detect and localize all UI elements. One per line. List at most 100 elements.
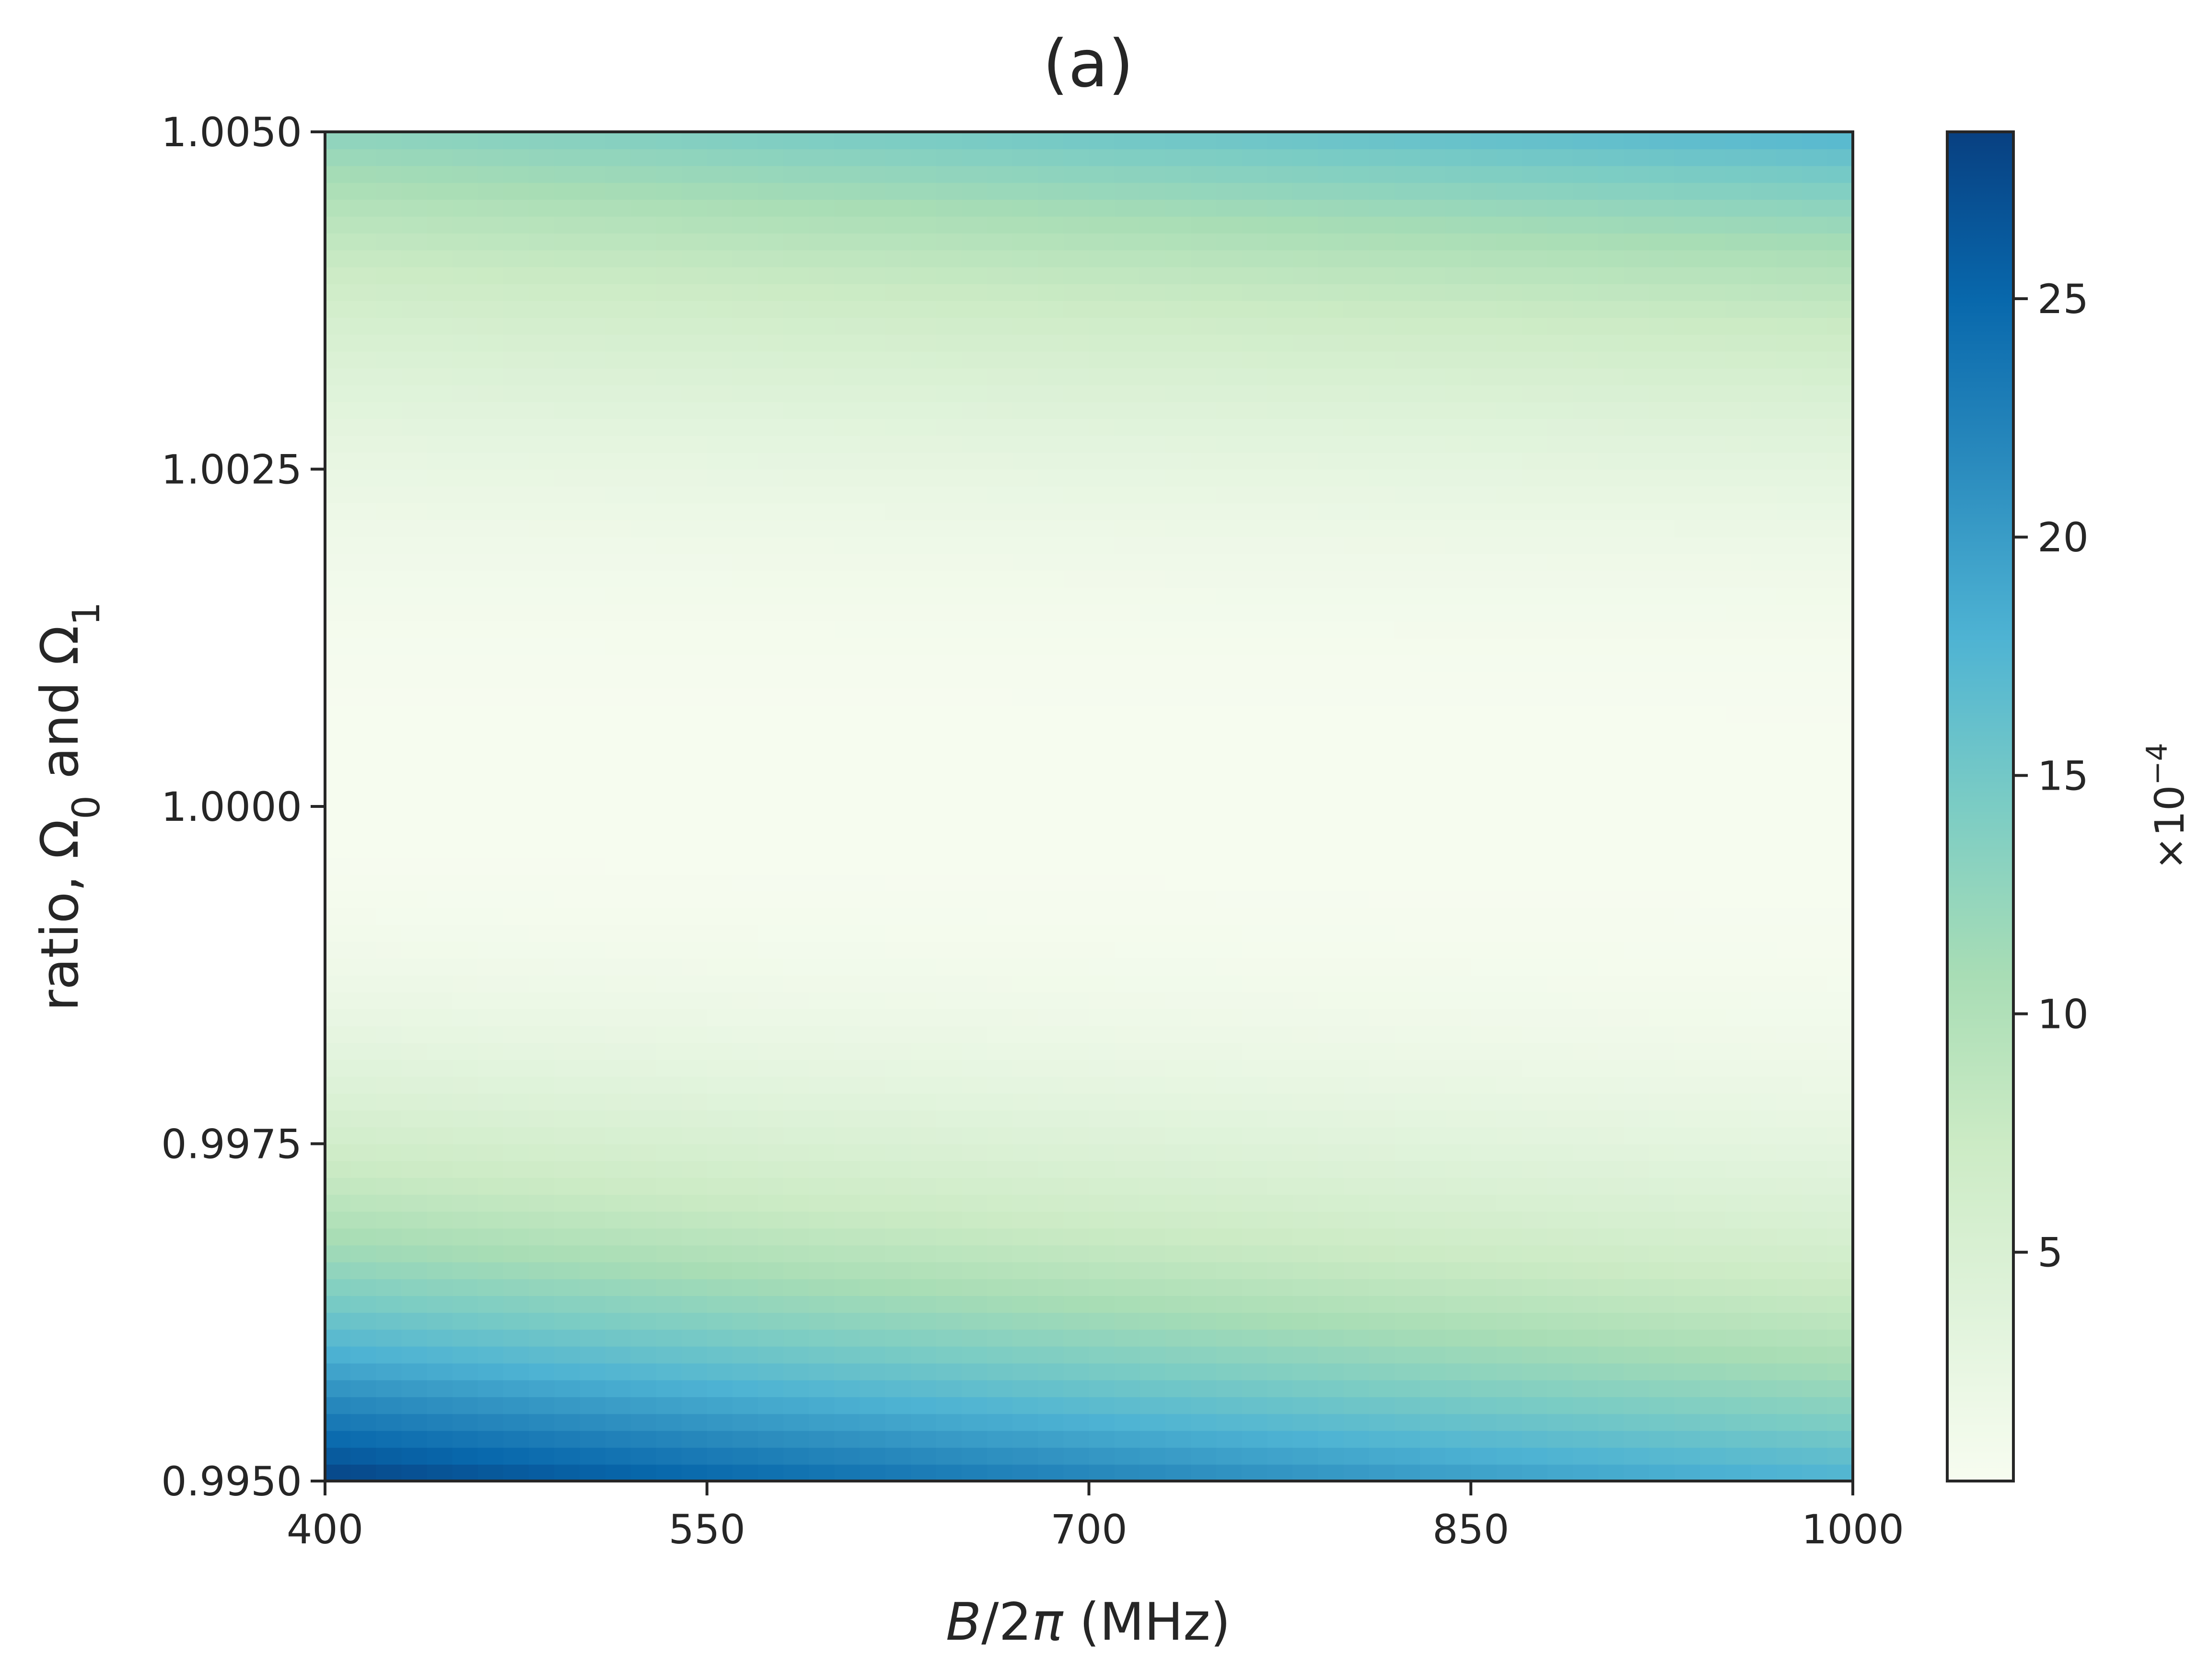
heatmap-cell (936, 924, 962, 942)
heatmap-cell (1318, 1127, 1344, 1144)
heatmap-cell (1496, 469, 1523, 487)
heatmap-cell (1751, 1464, 1777, 1482)
heatmap-cell (1012, 587, 1039, 605)
heatmap-cell (860, 857, 886, 875)
heatmap-cell (350, 1464, 377, 1482)
heatmap-cell (1725, 502, 1752, 521)
heatmap-cell (757, 1397, 784, 1414)
heatmap-cell (350, 283, 377, 301)
heatmap-cell (1165, 1009, 1191, 1027)
heatmap-cell (1827, 570, 1853, 588)
heatmap-cell (1522, 368, 1548, 385)
heatmap-cell (1420, 300, 1446, 318)
heatmap-cell (860, 1177, 886, 1195)
heatmap-cell (1700, 418, 1726, 436)
heatmap-cell (1751, 334, 1777, 352)
heatmap-cell (503, 199, 529, 217)
heatmap-cell (885, 789, 911, 807)
heatmap-cell (1572, 486, 1599, 503)
heatmap-cell (350, 1194, 377, 1212)
heatmap-cell (834, 300, 860, 318)
heatmap-cell (1190, 1346, 1217, 1364)
heatmap-cell (325, 890, 351, 909)
heatmap-cell (1725, 1177, 1752, 1195)
heatmap-cell (1827, 486, 1853, 503)
heatmap-cell (1242, 199, 1268, 217)
heatmap-cell (1445, 908, 1472, 925)
heatmap-cell (757, 722, 784, 740)
heatmap-cell (1827, 1177, 1853, 1195)
heatmap-cell (376, 283, 402, 301)
heatmap-cell (1827, 520, 1853, 537)
heatmap-cell (1394, 1346, 1421, 1364)
heatmap-cell (1496, 553, 1523, 571)
heatmap-cell (1190, 739, 1217, 757)
heatmap-cell (1674, 1278, 1701, 1296)
heatmap-cell (1572, 992, 1599, 1010)
heatmap-cell (1369, 1093, 1395, 1111)
heatmap-cell (834, 452, 860, 470)
heatmap-cell (1242, 165, 1268, 183)
heatmap-cell (1649, 1278, 1675, 1296)
heatmap-cell (452, 874, 478, 891)
heatmap-cell (1827, 537, 1853, 554)
heatmap-cell (987, 1464, 1013, 1482)
heatmap-cell (910, 267, 937, 284)
heatmap-cell (452, 385, 478, 402)
heatmap-cell (1522, 705, 1548, 723)
heatmap-cell (1063, 351, 1090, 369)
heatmap-cell (605, 385, 631, 402)
heatmap-cell (681, 401, 708, 419)
heatmap-cell (401, 334, 428, 352)
heatmap-cell (1802, 486, 1828, 503)
heatmap-cell (732, 908, 758, 925)
heatmap-cell (605, 1211, 631, 1229)
heatmap-cell (401, 132, 428, 150)
heatmap-cell (1190, 502, 1217, 521)
heatmap-cell (1242, 924, 1268, 942)
heatmap-cell (630, 840, 657, 858)
heatmap-cell (503, 739, 529, 757)
heatmap-cell (477, 165, 504, 183)
heatmap-cell (1012, 1211, 1039, 1229)
heatmap-cell (757, 351, 784, 369)
heatmap-cell (656, 1009, 682, 1027)
heatmap-cell (1420, 1278, 1446, 1296)
heatmap-cell (1114, 924, 1140, 942)
heatmap-cell (1394, 1430, 1421, 1448)
heatmap-cell (1445, 1076, 1472, 1094)
heatmap-cell (1139, 671, 1166, 689)
heatmap-cell (401, 941, 428, 959)
heatmap-cell (1114, 823, 1140, 841)
heatmap-cell (528, 452, 555, 470)
heatmap-cell (1318, 1278, 1344, 1296)
heatmap-cell (936, 165, 962, 183)
heatmap-cell (910, 1295, 937, 1313)
heatmap-cell (1522, 587, 1548, 605)
heatmap-cell (452, 351, 478, 369)
heatmap-cell (1343, 890, 1370, 909)
heatmap-cell (427, 688, 453, 706)
heatmap-cell (910, 671, 937, 689)
heatmap-cell (1802, 283, 1828, 301)
heatmap-cell (656, 368, 682, 385)
heatmap-cell (1063, 1026, 1090, 1043)
heatmap-cell (1751, 1093, 1777, 1111)
heatmap-cell (910, 1278, 937, 1296)
heatmap-cell (834, 486, 860, 503)
heatmap-cell (910, 368, 937, 385)
heatmap-cell (860, 1430, 886, 1448)
heatmap-cell (1267, 216, 1293, 234)
heatmap-cell (809, 857, 835, 875)
heatmap-cell (1038, 199, 1064, 217)
heatmap-cell (1725, 890, 1752, 909)
heatmap-cell (605, 587, 631, 605)
heatmap-cell (1318, 840, 1344, 858)
heatmap-cell (1216, 840, 1243, 858)
heatmap-cell (1216, 722, 1243, 740)
heatmap-cell (1725, 1379, 1752, 1398)
heatmap-cell (961, 1160, 988, 1178)
heatmap-cell (1242, 1076, 1268, 1094)
heatmap-cell (1216, 1009, 1243, 1027)
heatmap-cell (1471, 250, 1497, 268)
